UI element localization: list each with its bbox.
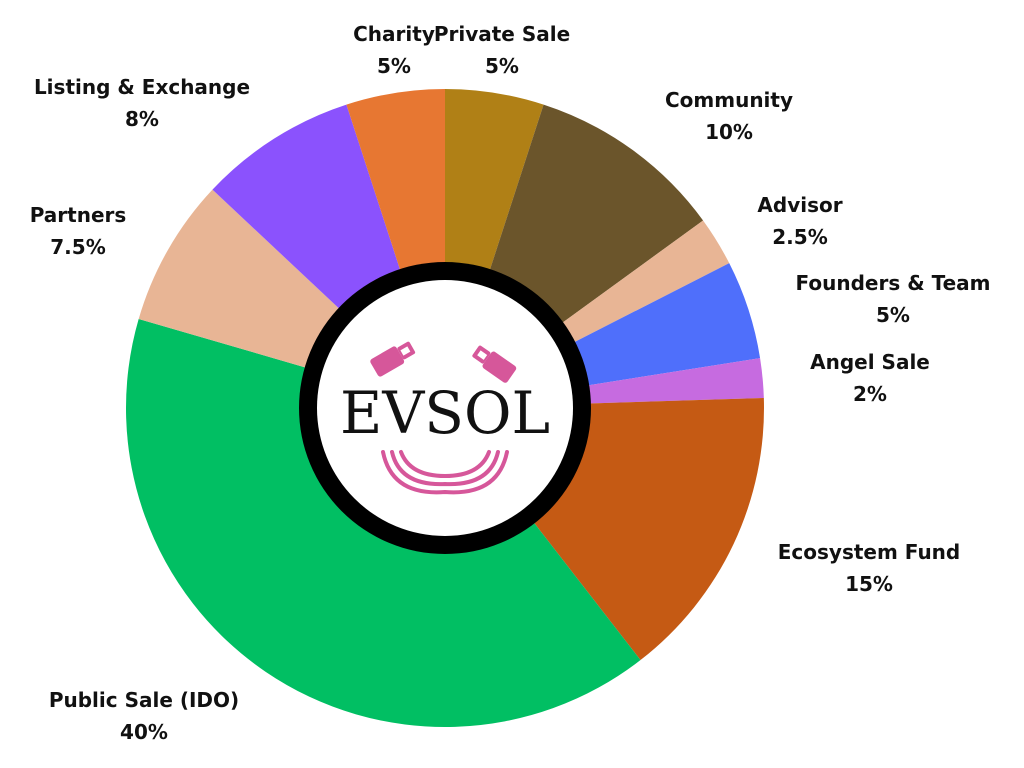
slice-private-sale (445, 89, 544, 275)
slice-label-ecosystem-fund: Ecosystem Fund 15% (777, 540, 961, 596)
slice-community (488, 104, 704, 326)
slice-label-community: Community 10% (664, 88, 794, 144)
slice-label-partners: Partners 7.5% (29, 203, 127, 259)
slice-label-private-sale: Private Sale 5% (433, 22, 571, 78)
cable-icon (381, 450, 509, 495)
slice-listing-exchange (212, 104, 402, 313)
slice-partners (138, 189, 343, 369)
left-plug-icon (370, 341, 416, 377)
slice-label-charity: Charity 5% (353, 22, 435, 78)
slice-ecosystem-fund (530, 397, 764, 661)
slice-label-public-sale: Public Sale (IDO) 40% (48, 688, 240, 744)
slice-label-advisor: Advisor 2.5% (757, 193, 843, 249)
slice-public-sale-ido (126, 319, 641, 727)
slice-label-listing-exchange: Listing & Exchange 8% (33, 75, 251, 131)
slice-advisor (558, 220, 730, 345)
evsol-logo: EVSOL (340, 341, 550, 495)
logo-text: EVSOL (340, 379, 550, 447)
center-disc (317, 280, 573, 536)
slice-angel-sale (583, 358, 764, 404)
slice-label-founders-team: Founders & Team 5% (795, 271, 991, 327)
slice-founders-team (569, 263, 761, 387)
right-plug-icon (472, 345, 517, 383)
slice-charity (346, 89, 445, 275)
slice-label-angel-sale: Angel Sale 2% (810, 350, 930, 406)
